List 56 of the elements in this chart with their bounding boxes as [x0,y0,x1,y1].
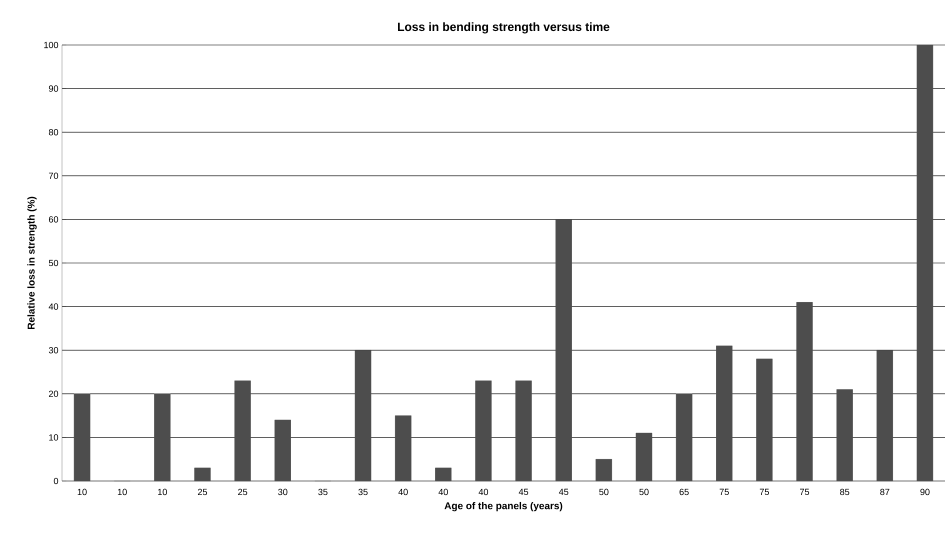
y-tick-label: 40 [48,303,58,310]
bar [796,302,813,482]
bar [676,394,692,482]
x-tick-label: 75 [800,488,810,496]
x-tick-label: 50 [599,488,608,496]
x-axis-title: Age of the panels (years) [444,502,562,512]
bar [916,44,934,482]
bar [756,358,773,482]
x-tick-label: 25 [198,488,208,496]
bar [274,420,291,482]
bar [354,350,372,482]
bar [475,380,492,482]
bar [836,389,853,482]
x-tick-label: 85 [840,488,850,496]
bar [515,380,532,482]
x-tick-label: 10 [158,488,167,496]
bar [74,394,90,482]
y-tick-label: 30 [48,347,58,354]
y-tick-label: 100 [44,42,58,48]
y-tick-label: 0 [54,478,58,484]
x-tick-label: 40 [478,488,488,496]
y-tick-label: 10 [49,434,58,441]
bar [394,415,412,482]
x-tick-label: 50 [639,488,649,496]
y-tick-label: 90 [48,85,58,92]
bar [234,380,251,482]
x-tick-label: 87 [880,488,890,496]
x-tick-label: 65 [680,488,689,496]
y-tick-label: 50 [48,260,58,266]
y-tick-label: 80 [48,129,58,136]
y-tick-label: 70 [48,172,58,179]
x-tick-label: 75 [720,488,729,496]
y-tick-label: 20 [48,390,58,397]
x-tick-label: 35 [358,488,368,496]
bar [876,350,894,482]
bar [556,219,572,482]
x-tick-label: 45 [518,488,528,496]
chart-title: Loss in bending strength versus time [398,22,610,34]
x-tick-label: 40 [398,488,408,496]
x-tick-label: 90 [920,488,930,496]
bar [636,432,652,482]
bar [435,468,452,482]
bar [194,468,211,482]
x-tick-label: 10 [118,488,127,496]
bar [154,394,171,482]
y-axis-title: Relative loss in strength (%) [27,196,37,330]
x-tick-label: 75 [760,488,770,496]
x-tick-label: 25 [238,488,248,496]
bar [716,346,732,482]
x-tick-label: 45 [558,488,568,496]
y-tick-label: 60 [48,216,58,223]
x-tick-label: 40 [438,488,448,496]
bar [596,459,612,482]
x-tick-label: 35 [318,488,328,496]
x-tick-label: 30 [278,488,288,496]
x-tick-label: 10 [78,488,87,496]
